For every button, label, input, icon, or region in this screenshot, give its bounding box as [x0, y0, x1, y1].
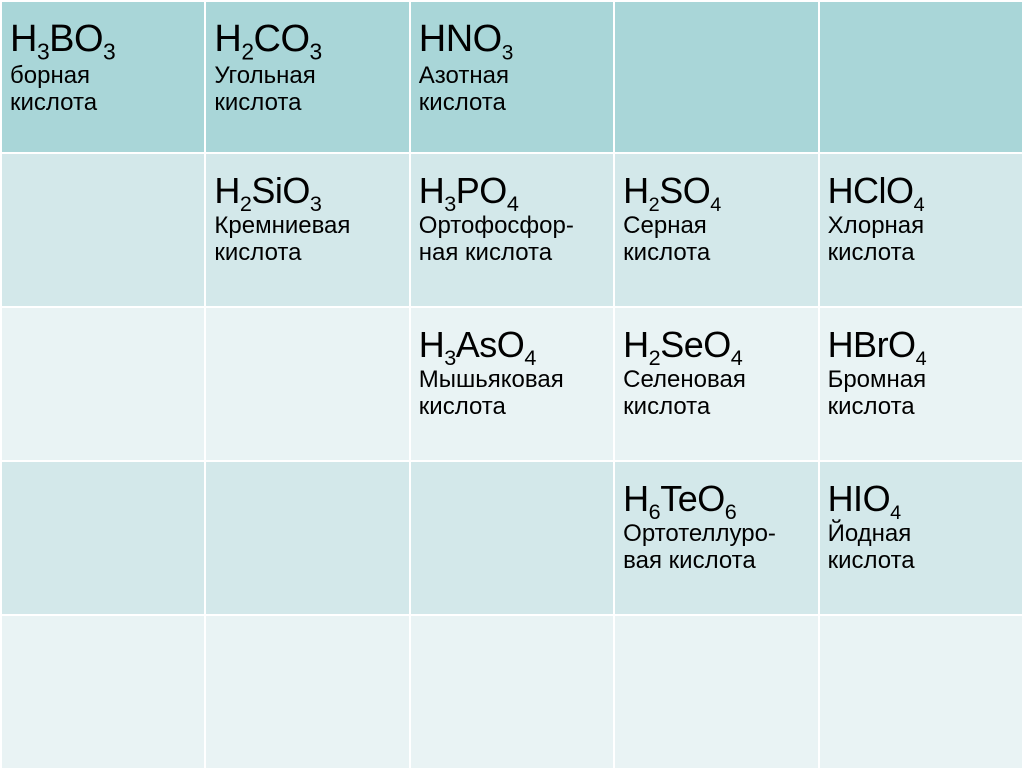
cell-empty: [410, 461, 614, 615]
formula: H2CO3: [214, 20, 400, 60]
cell-h3bo3: H3BO3 борная кислота: [1, 1, 205, 153]
cell-h3aso4: H3AsO4 Мышьяковая кислота: [410, 307, 614, 461]
acid-name: Серная кислота: [623, 212, 809, 267]
table-row: H3AsO4 Мышьяковая кислота H2SeO4 Селенов…: [1, 307, 1023, 461]
cell-h2so4: H2SO4 Серная кислота: [614, 153, 818, 307]
cell-h2seo4: H2SeO4 Селеновая кислота: [614, 307, 818, 461]
acid-name: Бромная кислота: [828, 366, 1014, 421]
formula: H6TeO6: [623, 480, 809, 518]
cell-empty: [205, 461, 409, 615]
cell-empty: [205, 615, 409, 769]
formula: H3PO4: [419, 172, 605, 210]
acid-name: Угольная кислота: [214, 62, 400, 117]
formula: HNO3: [419, 20, 605, 60]
cell-empty: [1, 461, 205, 615]
formula: HIO4: [828, 480, 1014, 518]
table-row: [1, 615, 1023, 769]
acid-name: Кремниевая кислота: [214, 212, 400, 267]
formula: H3AsO4: [419, 326, 605, 364]
cell-h2co3: H2CO3 Угольная кислота: [205, 1, 409, 153]
acid-name: Ортотеллуро- вая кислота: [623, 520, 809, 575]
cell-empty: [819, 615, 1023, 769]
acid-name: борная кислота: [10, 62, 196, 117]
formula: HBrO4: [828, 326, 1014, 364]
cell-empty: [614, 1, 818, 153]
acid-name: Мышьяковая кислота: [419, 366, 605, 421]
table-row: H6TeO6 Ортотеллуро- вая кислота HIO4 Йод…: [1, 461, 1023, 615]
formula: H2SeO4: [623, 326, 809, 364]
cell-empty: [614, 615, 818, 769]
cell-empty: [1, 153, 205, 307]
cell-h6teo6: H6TeO6 Ортотеллуро- вая кислота: [614, 461, 818, 615]
cell-h2sio3: H2SiO3 Кремниевая кислота: [205, 153, 409, 307]
cell-empty: [410, 615, 614, 769]
formula: H2SiO3: [214, 172, 400, 210]
cell-hbro4: HBrO4 Бромная кислота: [819, 307, 1023, 461]
cell-empty: [1, 615, 205, 769]
acid-name: Азотная кислота: [419, 62, 605, 117]
table-row: H3BO3 борная кислота H2CO3 Угольная кисл…: [1, 1, 1023, 153]
acid-name: Селеновая кислота: [623, 366, 809, 421]
cell-empty: [819, 1, 1023, 153]
formula: H3BO3: [10, 20, 196, 60]
cell-empty: [1, 307, 205, 461]
cell-h3po4: H3PO4 Ортофосфор- ная кислота: [410, 153, 614, 307]
formula: HClO4: [828, 172, 1014, 210]
cell-hclo4: HClO4 Хлорная кислота: [819, 153, 1023, 307]
cell-hio4: HIO4 Йодная кислота: [819, 461, 1023, 615]
acid-name: Ортофосфор- ная кислота: [419, 212, 605, 267]
cell-empty: [205, 307, 409, 461]
acid-name: Йодная кислота: [828, 520, 1014, 575]
table-row: H2SiO3 Кремниевая кислота H3PO4 Ортофосф…: [1, 153, 1023, 307]
formula: H2SO4: [623, 172, 809, 210]
acid-name: Хлорная кислота: [828, 212, 1014, 267]
acids-table: H3BO3 борная кислота H2CO3 Угольная кисл…: [0, 0, 1024, 770]
cell-hno3: HNO3 Азотная кислота: [410, 1, 614, 153]
